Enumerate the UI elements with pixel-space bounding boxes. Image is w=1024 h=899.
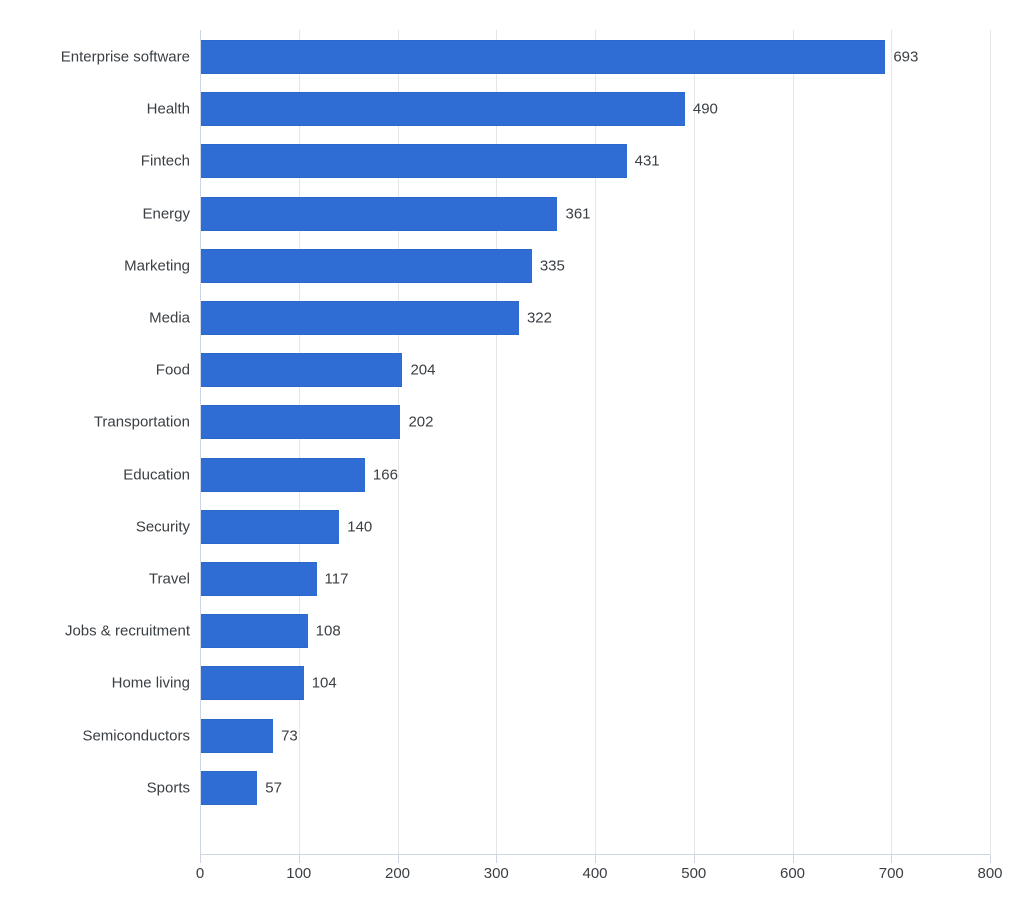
x-tick-label: 400 <box>582 865 607 882</box>
x-tick-label: 200 <box>385 865 410 882</box>
x-tick-label: 800 <box>977 865 1002 882</box>
bar-row: Semiconductors73 <box>200 719 990 753</box>
bar-row: Sports57 <box>200 771 990 805</box>
bar: 335 <box>201 249 532 283</box>
category-label: Media <box>149 310 190 327</box>
bar-value-label: 693 <box>893 49 918 66</box>
bar-value-label: 140 <box>347 518 372 535</box>
x-tick-mark <box>595 855 596 863</box>
bar: 204 <box>201 353 402 387</box>
x-tick-label: 100 <box>286 865 311 882</box>
bar-row: Fintech431 <box>200 144 990 178</box>
chart-container: 0 100 200 300 400 500 600 700 800 Enterprise soft… <box>10 10 1014 889</box>
category-label: Home living <box>112 675 190 692</box>
bar-row: Enterprise software693 <box>200 40 990 74</box>
bar: 108 <box>201 614 308 648</box>
category-label: Enterprise software <box>61 49 190 66</box>
x-tick-mark <box>793 855 794 863</box>
bar: 117 <box>201 562 317 596</box>
category-label: Energy <box>142 205 190 222</box>
x-tick-mark <box>398 855 399 863</box>
category-label: Health <box>147 101 190 118</box>
bar: 490 <box>201 92 685 126</box>
plot-area: 0100200300400500600700800Enterprise soft… <box>200 30 990 855</box>
x-tick-label: 0 <box>196 865 204 882</box>
category-label: Jobs & recruitment <box>65 623 190 640</box>
bar: 322 <box>201 301 519 335</box>
x-tick-mark <box>299 855 300 863</box>
x-tick-mark <box>496 855 497 863</box>
bar-value-label: 166 <box>373 466 398 483</box>
bar: 57 <box>201 771 257 805</box>
x-tick-mark <box>990 855 991 863</box>
bar-value-label: 73 <box>281 727 298 744</box>
bar-row: Home living104 <box>200 666 990 700</box>
bar-value-label: 108 <box>316 623 341 640</box>
bar-row: Food204 <box>200 353 990 387</box>
bar-value-label: 490 <box>693 101 718 118</box>
x-tick-label: 600 <box>780 865 805 882</box>
category-label: Marketing <box>124 257 190 274</box>
bar-row: Security140 <box>200 510 990 544</box>
bar-row: Media322 <box>200 301 990 335</box>
x-tick-label: 300 <box>484 865 509 882</box>
bar-value-label: 104 <box>312 675 337 692</box>
bar-value-label: 431 <box>635 153 660 170</box>
x-tick-label: 700 <box>879 865 904 882</box>
x-tick-label: 500 <box>681 865 706 882</box>
bar-value-label: 57 <box>265 779 282 796</box>
bar-row: Health490 <box>200 92 990 126</box>
bar-value-label: 322 <box>527 310 552 327</box>
bar-value-label: 204 <box>410 362 435 379</box>
bar: 693 <box>201 40 885 74</box>
bar-row: Energy361 <box>200 197 990 231</box>
bar: 202 <box>201 405 400 439</box>
bar-value-label: 361 <box>565 205 590 222</box>
bar-row: Marketing335 <box>200 249 990 283</box>
x-tick-mark <box>200 855 201 863</box>
bar-value-label: 335 <box>540 257 565 274</box>
x-axis-line <box>200 854 990 855</box>
bar-value-label: 117 <box>325 571 349 588</box>
x-tick-mark <box>891 855 892 863</box>
category-label: Food <box>156 362 190 379</box>
category-label: Transportation <box>94 414 190 431</box>
bar: 166 <box>201 458 365 492</box>
gridline <box>990 30 991 855</box>
bar-row: Jobs & recruitment108 <box>200 614 990 648</box>
bar: 431 <box>201 144 627 178</box>
category-label: Sports <box>147 779 190 796</box>
bar: 73 <box>201 719 273 753</box>
x-tick-mark <box>694 855 695 863</box>
bar-row: Travel117 <box>200 562 990 596</box>
category-label: Travel <box>149 571 190 588</box>
bar: 140 <box>201 510 339 544</box>
bar-row: Education166 <box>200 458 990 492</box>
bar-value-label: 202 <box>408 414 433 431</box>
category-label: Fintech <box>141 153 190 170</box>
bar: 361 <box>201 197 557 231</box>
category-label: Education <box>123 466 190 483</box>
bar: 104 <box>201 666 304 700</box>
category-label: Semiconductors <box>82 727 190 744</box>
category-label: Security <box>136 518 190 535</box>
bar-row: Transportation202 <box>200 405 990 439</box>
